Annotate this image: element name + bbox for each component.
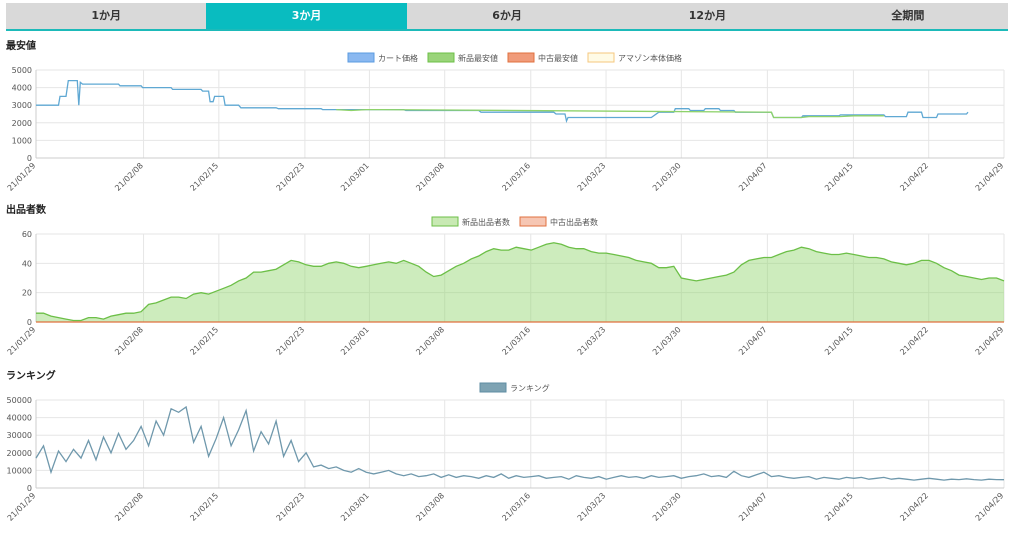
x-tick-label: 21/02/15 xyxy=(188,491,220,523)
tab-all-time[interactable]: 全期間 xyxy=(807,3,1009,29)
x-tick-label: 21/02/08 xyxy=(113,325,145,357)
legend-swatch xyxy=(519,216,547,227)
legend-label: 中古最安値 xyxy=(538,53,578,63)
y-tick-label: 10000 xyxy=(7,466,32,475)
x-tick-label: 21/04/22 xyxy=(898,161,930,193)
x-tick-label: 21/03/30 xyxy=(651,491,683,523)
x-tick-label: 21/03/01 xyxy=(339,491,371,523)
legend-label: 新品最安値 xyxy=(458,53,498,63)
ranking-chart: ランキング 0 10000 20000 30000 40000 50000 21/01/29 2… xyxy=(6,382,1006,523)
legend-label: 中古出品者数 xyxy=(550,217,598,227)
x-tick-label: 21/03/08 xyxy=(414,491,446,523)
x-tick-label: 21/04/29 xyxy=(974,325,1006,357)
sellers-section-title: 出品者数 xyxy=(6,205,46,216)
x-tick-label: 21/03/30 xyxy=(651,161,683,193)
x-tick-label: 21/04/29 xyxy=(974,161,1006,193)
x-tick-label: 21/03/08 xyxy=(414,325,446,357)
legend-label: アマゾン本体価格 xyxy=(618,53,682,63)
x-tick-label: 21/04/07 xyxy=(737,325,769,357)
legend: カート価格 新品最安値 中古最安値 アマゾン本体価格 xyxy=(347,52,682,63)
x-tick-label: 21/02/23 xyxy=(275,161,307,193)
y-tick-label: 5000 xyxy=(12,66,32,75)
y-tick-label: 20000 xyxy=(7,449,32,458)
legend-swatch xyxy=(427,52,455,63)
x-tick-label: 21/03/23 xyxy=(576,325,608,357)
y-tick-label: 0 xyxy=(27,484,32,493)
x-tick-label: 21/03/16 xyxy=(500,325,532,357)
x-tick-label: 21/03/23 xyxy=(576,161,608,193)
y-tick-label: 50000 xyxy=(7,396,32,405)
x-tick-label: 21/04/15 xyxy=(823,325,855,357)
series-area xyxy=(36,242,1004,322)
y-tick-label: 3000 xyxy=(12,101,32,110)
tab-1-month[interactable]: 1か月 xyxy=(6,3,207,29)
legend: 新品出品者数 中古出品者数 xyxy=(431,216,598,227)
x-tick-label: 21/02/08 xyxy=(113,491,145,523)
x-tick-label: 21/03/30 xyxy=(651,325,683,357)
series-line xyxy=(36,242,1005,322)
x-tick-label: 21/04/22 xyxy=(898,325,930,357)
legend-label: ランキング xyxy=(510,383,550,393)
legend-label: 新品出品者数 xyxy=(462,217,510,227)
sellers-chart: 新品出品者数 中古出品者数 0 20 40 60 21/01/29 21/02/08 21/02… xyxy=(6,216,1006,357)
series-line xyxy=(336,108,884,119)
period-tabs: 1か月 3か月 6か月 12か月 全期間 xyxy=(6,3,1009,31)
x-tick-label: 21/02/08 xyxy=(113,161,145,193)
y-tick-label: 1000 xyxy=(12,136,32,145)
y-tick-label: 0 xyxy=(27,154,32,163)
tab-12-months[interactable]: 12か月 xyxy=(607,3,808,29)
x-tick-label: 21/04/07 xyxy=(737,491,769,523)
y-tick-label: 30000 xyxy=(7,431,32,440)
x-tick-label: 21/01/29 xyxy=(6,161,38,193)
y-tick-label: 40 xyxy=(22,259,32,268)
y-tick-label: 2000 xyxy=(12,119,32,128)
tab-3-months[interactable]: 3か月 xyxy=(206,3,407,29)
x-tick-label: 21/02/15 xyxy=(188,161,220,193)
x-tick-label: 21/04/15 xyxy=(823,491,855,523)
price-section-title: 最安値 xyxy=(6,41,36,52)
x-tick-label: 21/02/23 xyxy=(275,491,307,523)
series-line xyxy=(35,405,1005,481)
tab-6-months[interactable]: 6か月 xyxy=(406,3,608,29)
y-tick-label: 4000 xyxy=(12,84,32,93)
series-line xyxy=(36,79,969,124)
x-tick-label: 21/03/16 xyxy=(500,491,532,523)
x-tick-label: 21/03/08 xyxy=(414,161,446,193)
x-tick-label: 21/03/23 xyxy=(576,491,608,523)
x-tick-label: 21/02/23 xyxy=(275,325,307,357)
legend-swatch xyxy=(479,382,507,393)
y-tick-label: 40000 xyxy=(7,414,32,423)
y-tick-label: 60 xyxy=(22,230,32,239)
y-tick-label: 20 xyxy=(22,289,32,298)
legend-swatch xyxy=(507,52,535,63)
x-tick-label: 21/01/29 xyxy=(6,491,38,523)
legend-swatch xyxy=(587,52,615,63)
legend-label: カート価格 xyxy=(378,53,418,63)
legend: ランキング xyxy=(479,382,550,393)
grid xyxy=(35,69,1005,159)
x-tick-label: 21/04/07 xyxy=(737,161,769,193)
x-tick-label: 21/03/01 xyxy=(339,325,371,357)
grid xyxy=(35,399,1005,489)
x-tick-label: 21/04/15 xyxy=(823,161,855,193)
x-tick-label: 21/03/01 xyxy=(339,161,371,193)
x-tick-label: 21/01/29 xyxy=(6,325,38,357)
x-tick-label: 21/04/29 xyxy=(974,491,1006,523)
ranking-section-title: ランキング xyxy=(6,371,56,382)
x-tick-label: 21/04/22 xyxy=(898,491,930,523)
legend-swatch xyxy=(347,52,375,63)
legend-swatch xyxy=(431,216,459,227)
y-tick-label: 0 xyxy=(27,318,32,327)
price-chart: カート価格 新品最安値 中古最安値 アマゾン本体価格 0 1000 2000 3000 4000… xyxy=(6,52,1006,193)
x-tick-label: 21/02/15 xyxy=(188,325,220,357)
x-tick-label: 21/03/16 xyxy=(500,161,532,193)
